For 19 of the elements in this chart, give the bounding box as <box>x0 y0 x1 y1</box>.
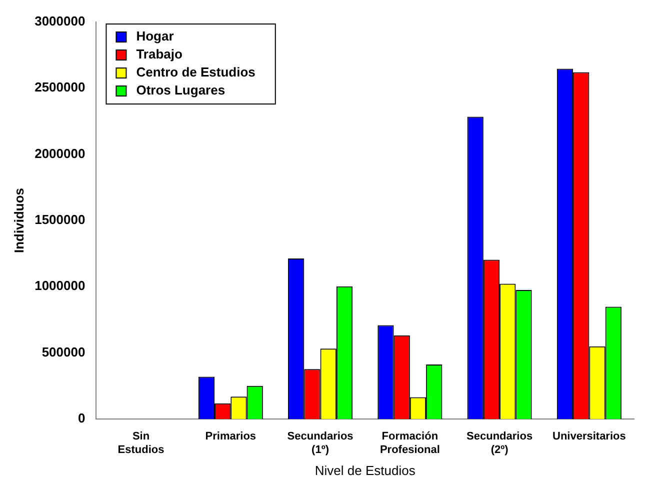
x-tick-label: Primarios <box>205 430 256 443</box>
y-tick-label: 2000000 <box>34 146 86 161</box>
x-tick-label: Secundarios (2º) <box>466 430 533 456</box>
x-tick-label: Secundarios (1º) <box>287 430 354 456</box>
y-tick-label: 500000 <box>42 344 86 360</box>
x-axis-title: Nivel de Estudios <box>314 462 416 478</box>
legend-label: Trabajo <box>136 46 183 62</box>
y-tick-label: 2500000 <box>34 80 86 95</box>
y-axis-title: Individuos <box>11 188 26 253</box>
x-tick-label: Universitarios <box>552 430 626 443</box>
legend-label: Centro de Estudios <box>136 64 256 80</box>
y-tick-label: 3000000 <box>34 14 86 29</box>
legend-label: Hogar <box>136 28 174 44</box>
y-tick-label: 0 <box>78 410 86 426</box>
x-tick-label: Sin Estudios <box>118 430 164 456</box>
y-tick-label: 1000000 <box>34 278 86 294</box>
x-tick-label: Formación Profesional <box>380 430 440 456</box>
legend-label: Otros Lugares <box>136 82 226 98</box>
y-tick-label: 1500000 <box>34 212 86 228</box>
